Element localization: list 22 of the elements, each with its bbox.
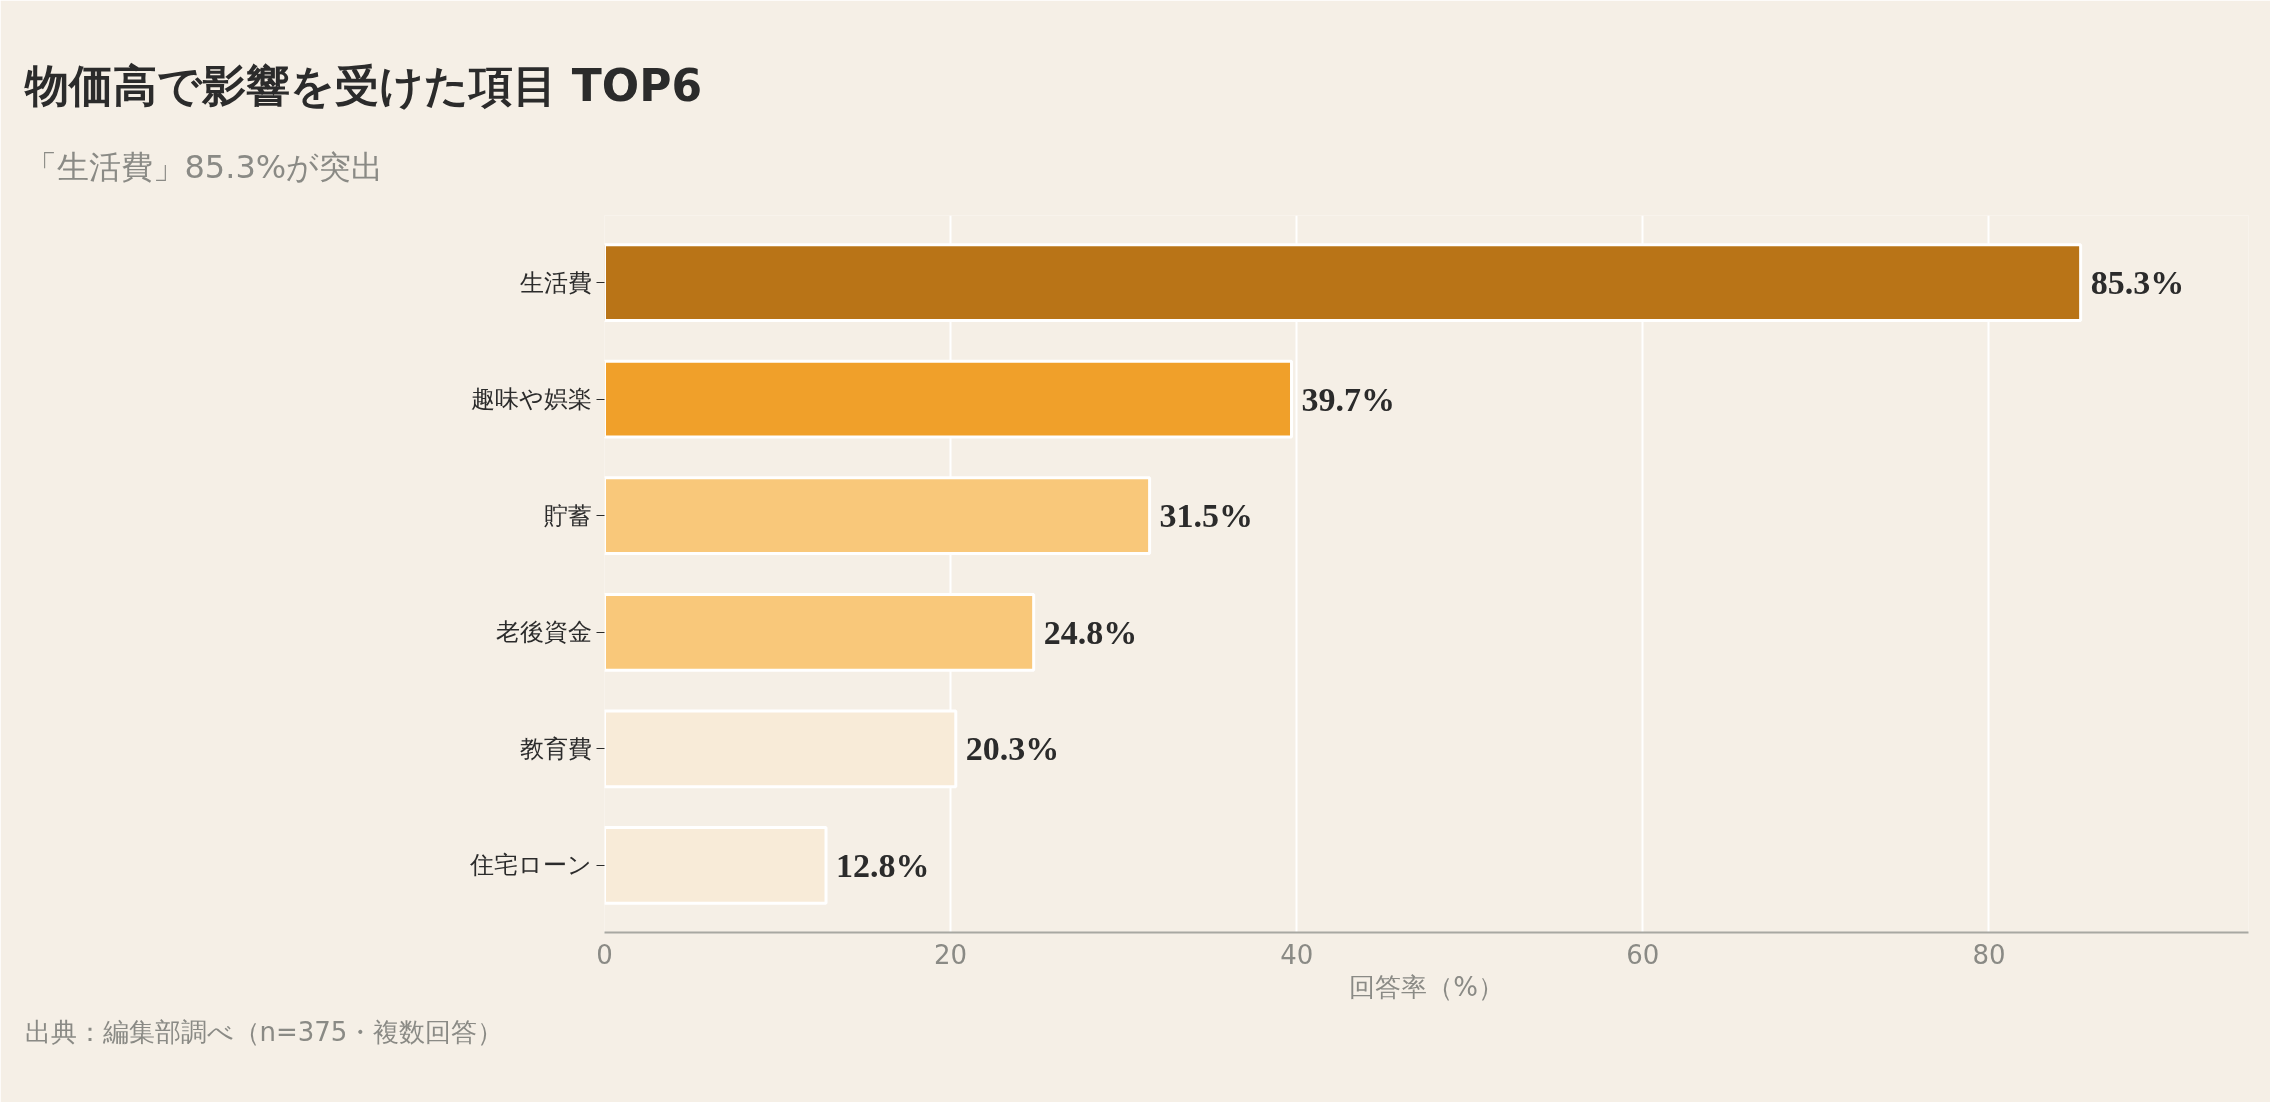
y-tick-label: 住宅ローン (468, 851, 592, 880)
y-tick-label: 趣味や娯楽 (470, 385, 592, 414)
bar (604, 826, 828, 905)
y-tick-label: 生活費 (519, 268, 592, 297)
data-label: 85.3% (2090, 264, 2185, 302)
x-axis-title: 回答率（%） (1349, 971, 1504, 1002)
data-label: 20.3% (965, 730, 1060, 768)
chart-title: 物価高で影響を受けた項目 TOP6 (23, 59, 703, 111)
x-tick-label: 0 (596, 939, 613, 970)
y-tick-label: 老後資金 (495, 618, 592, 647)
data-label: 12.8% (836, 846, 930, 884)
y-tick-label: 貯蓄 (543, 501, 592, 530)
data-label: 39.7% (1301, 380, 1396, 418)
data-label: 24.8% (1043, 613, 1138, 651)
text: 「生活費」85.3%が突出 (24, 147, 384, 186)
x-tick-label: 60 (1626, 939, 1660, 970)
x-tick-label: 40 (1280, 939, 1314, 970)
x-tick-label: 80 (1972, 939, 2006, 970)
data-label: 31.5% (1159, 497, 1254, 535)
y-tick-label: 教育費 (519, 734, 592, 763)
source-note: 出典：編集部調べ（n=375・複数回答） (24, 1016, 504, 1047)
x-tick-label: 20 (934, 939, 968, 970)
